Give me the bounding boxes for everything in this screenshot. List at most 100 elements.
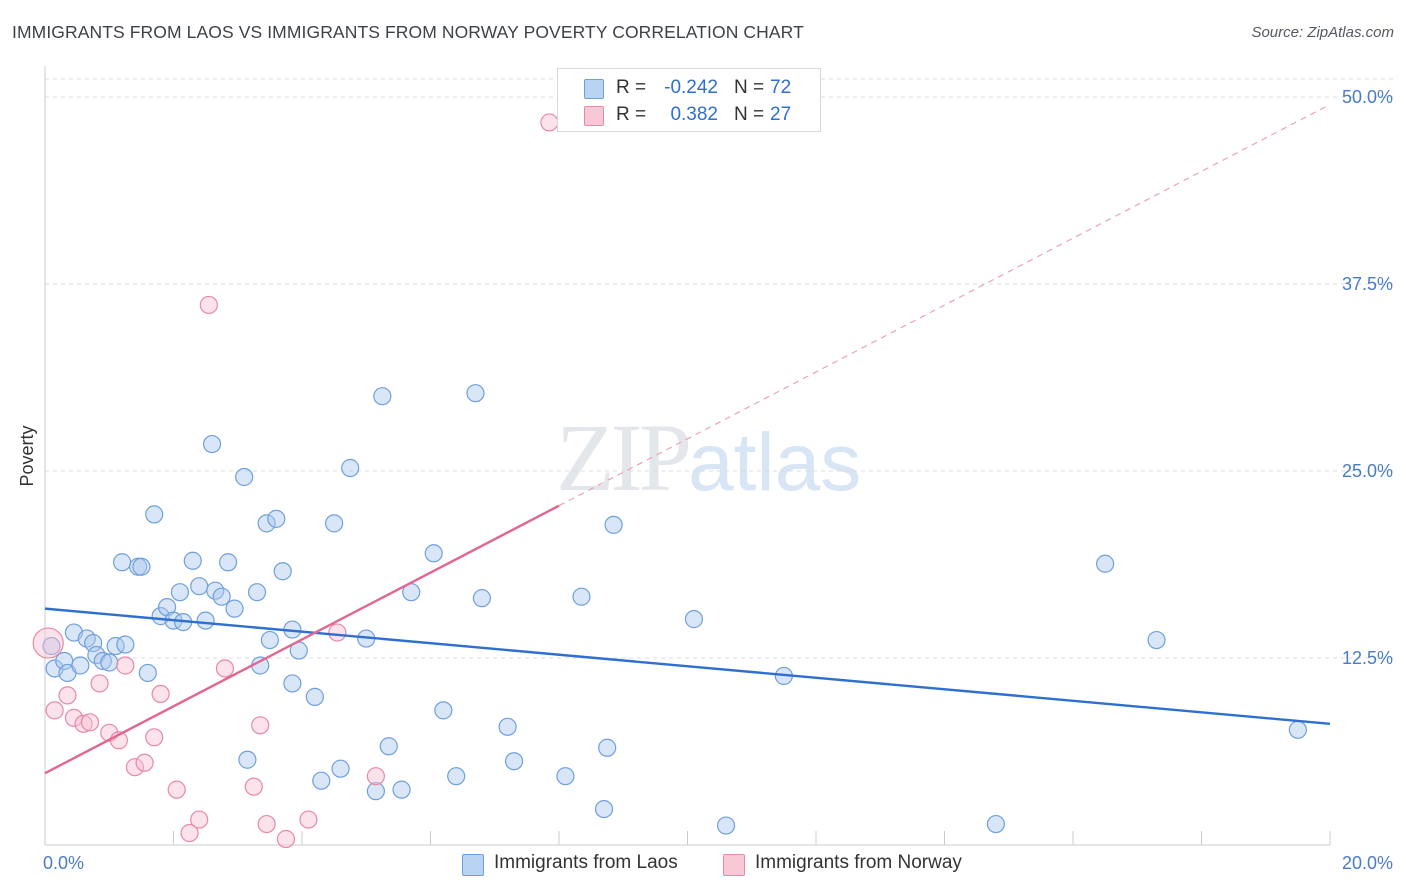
- laos-point: [434, 701, 453, 720]
- legend-n-label: N =: [734, 77, 765, 98]
- laos-point: [986, 814, 1006, 834]
- laos-point: [145, 505, 164, 524]
- norway-point: [145, 728, 164, 747]
- legend-r-label: R =: [616, 104, 647, 125]
- laos-point: [424, 544, 443, 563]
- laos-point: [106, 636, 125, 656]
- laos-point: [1096, 554, 1115, 573]
- laos-point: [379, 737, 398, 756]
- watermark: ZIPatlas: [556, 402, 861, 513]
- y-tick-label: 25.0%: [1342, 461, 1393, 481]
- source-label: Source: ZipAtlas.com: [1251, 24, 1394, 41]
- bottom-legend-swatch-norway: [723, 854, 745, 876]
- laos-point: [594, 799, 614, 819]
- laos-point: [257, 514, 276, 533]
- laos-point: [225, 599, 244, 618]
- laos-point: [219, 553, 238, 572]
- norway-point: [299, 810, 318, 829]
- laos-point: [190, 577, 209, 596]
- legend-swatch-norway: [584, 106, 604, 126]
- norway-point: [366, 767, 385, 786]
- laos-point: [325, 514, 344, 533]
- bottom-legend-swatch-laos: [462, 854, 484, 876]
- laos-point: [273, 562, 292, 581]
- laos-point: [498, 717, 517, 736]
- x-tick-label: 0.0%: [43, 853, 84, 873]
- norway-trend-line: [44, 504, 560, 775]
- bottom-legend-label-norway: Immigrants from Norway: [755, 852, 962, 873]
- laos-point: [138, 663, 157, 683]
- y-tick-label: 37.5%: [1342, 274, 1393, 294]
- laos-point: [447, 767, 466, 786]
- norway-point: [328, 623, 347, 642]
- laos-point: [312, 771, 331, 790]
- x-tick-label: 20.0%: [1342, 853, 1393, 873]
- norway-point: [215, 659, 234, 678]
- norway-point: [32, 627, 64, 659]
- laos-point: [71, 656, 90, 675]
- norway-point: [251, 716, 270, 735]
- norway-point: [116, 656, 135, 675]
- laos-point: [260, 630, 279, 650]
- legend-n-label: N =: [734, 104, 765, 125]
- norway-point: [276, 829, 296, 849]
- legend-r-value-norway: 0.382: [670, 104, 718, 125]
- norway-point: [90, 674, 109, 693]
- laos-point: [373, 387, 392, 406]
- laos-point: [212, 587, 231, 606]
- laos-point: [267, 509, 286, 528]
- laos-point: [170, 583, 190, 602]
- norway-point: [540, 113, 559, 132]
- norway-point: [125, 758, 145, 777]
- laos-point: [716, 816, 736, 835]
- chart-title: IMMIGRANTS FROM LAOS VS IMMIGRANTS FROM …: [12, 22, 804, 42]
- laos-point: [100, 653, 119, 672]
- laos-point: [331, 759, 350, 778]
- laos-point: [235, 467, 254, 487]
- norway-point: [45, 701, 64, 720]
- laos-point: [132, 557, 151, 576]
- laos-point: [42, 636, 61, 656]
- laos-point: [604, 515, 623, 534]
- laos-point: [366, 782, 385, 801]
- laos-point: [196, 611, 215, 630]
- legend-r-label: R =: [616, 77, 647, 98]
- laos-point: [684, 610, 704, 629]
- laos-point: [598, 738, 617, 757]
- norway-point: [180, 823, 199, 843]
- laos-point: [283, 674, 302, 693]
- norway-point: [167, 780, 186, 799]
- laos-point: [93, 651, 112, 671]
- bottom-legend-label-laos: Immigrants from Laos: [494, 852, 678, 873]
- laos-point: [472, 589, 491, 608]
- laos-point: [1147, 630, 1166, 650]
- laos-point: [202, 434, 222, 454]
- watermark-zip: ZIP: [556, 404, 692, 511]
- laos-point: [112, 553, 132, 572]
- laos-point: [556, 767, 575, 786]
- laos-point: [466, 384, 485, 403]
- norway-point: [135, 753, 154, 772]
- laos-point: [392, 780, 411, 799]
- y-tick-label: 50.0%: [1342, 87, 1393, 107]
- laos-point: [247, 583, 267, 602]
- norway-point: [58, 686, 77, 705]
- laos-point: [572, 587, 591, 606]
- legend-swatch-laos: [584, 79, 604, 99]
- legend-n-value-norway: 27: [770, 104, 792, 125]
- laos-point: [341, 458, 360, 478]
- laos-point: [84, 633, 103, 653]
- norway-point: [190, 810, 209, 829]
- norway-point: [257, 814, 276, 834]
- legend-r-value-laos: -0.242: [664, 77, 718, 98]
- legend-n-value-laos: 72: [770, 77, 792, 98]
- norway-point: [244, 777, 263, 796]
- norway-point: [74, 714, 93, 733]
- norway-point: [151, 684, 170, 704]
- laos-trend-line: [44, 607, 1331, 726]
- correlation-legend: R = -0.242 N = 72 R = 0.382 N = 27: [557, 68, 821, 132]
- y-tick-label: 12.5%: [1342, 648, 1393, 668]
- y-axis-label: Poverty: [17, 425, 37, 486]
- norway-point: [199, 295, 218, 315]
